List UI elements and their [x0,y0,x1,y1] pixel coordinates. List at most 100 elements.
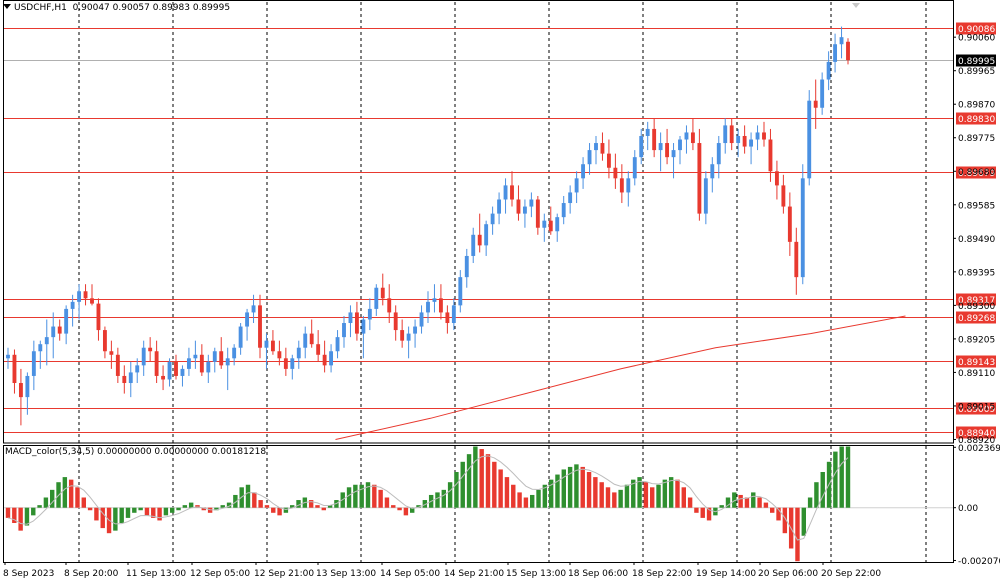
candle-body [367,308,372,320]
candle-body [768,139,773,172]
candle-body [652,128,657,151]
macd-indicator-label[interactable]: MACD_color(5,34,5) 0.00000000 0.00000000… [5,447,267,457]
level-price-label: 0.89679 [958,169,995,179]
candle-body [270,340,275,352]
candle-body [70,301,75,309]
candle-body [432,298,437,302]
time-axis-label: 14 Sep 21:00 [444,569,504,579]
candle-body [690,132,695,144]
candle-body [251,305,256,313]
macd-bar [833,451,838,508]
level-price-label: 0.88940 [958,429,995,439]
macd-bar [694,507,699,513]
level-price-tag [956,112,996,125]
macd-bar [631,479,636,508]
macd-bar [37,505,42,508]
macd-bar [31,507,36,516]
candle-body [64,308,69,334]
candle-body [102,330,107,352]
candle-body [219,351,224,366]
level-price-label: 0.89268 [958,314,995,324]
candle-body [781,185,786,207]
main-pane-frame [3,0,954,444]
candle-body [794,241,799,278]
candle-body [212,351,217,362]
macd-bar [138,507,143,511]
macd-bar [94,507,99,521]
macd-bar [757,497,762,508]
macd-bar [144,507,150,516]
macd-bar [536,489,541,508]
candle-body [180,368,185,376]
price-tick-label: 0.89775 [958,134,995,144]
macd-bar [801,507,806,536]
macd-bar [466,454,472,508]
macd-bar [447,482,453,508]
macd-bar [586,472,592,508]
macd-bar [637,477,642,508]
price-tick-label: 0.89870 [958,101,995,111]
candle-body [503,185,508,200]
candle-body [561,203,566,218]
macd-bar [100,507,105,529]
candle-body [445,312,450,324]
macd-bar [43,497,49,508]
candle-body [206,361,211,373]
candle-body [309,333,314,345]
candle-body [703,178,708,214]
macd-bar [795,507,800,562]
candle-body [232,347,237,359]
candle-body [303,333,308,348]
macd-bar [258,500,263,508]
candle-body [31,351,36,376]
moving-average-layer [335,315,906,440]
candle-body [90,298,94,304]
macd-bar [580,466,585,508]
macd-bar [719,505,724,508]
macd-bar [618,489,623,508]
candle-body [393,312,398,331]
macd-bar [62,477,68,508]
macd-bar [422,500,428,508]
candle-body [245,312,250,327]
macd-bar [542,484,548,508]
macd-bar [12,507,17,523]
candle-body [148,347,153,352]
candle-body [826,61,831,80]
macd-bar [207,507,213,513]
candle-body [109,351,114,355]
macd-bar [264,505,270,508]
candle-body [38,344,43,352]
price-tick-label: 0.89490 [958,235,995,245]
symbol-menu-icon[interactable] [3,4,11,9]
macd-bar [163,507,169,516]
candle-body [322,354,327,366]
macd-bar [624,484,630,508]
macd-bar [372,484,377,508]
macd-bar [700,507,705,518]
candle-body [238,326,243,348]
macd-bar [574,464,579,508]
macd-bar [498,469,503,508]
open-price: 0.90047 [72,3,110,13]
candle-body [522,206,527,214]
candle-body [335,337,340,352]
macd-bar [188,502,194,508]
macd-tick-label: 0.00 [958,504,978,514]
chart-shift-icon [852,3,860,8]
time-axis-label: 11 Sep 13:00 [126,569,186,579]
candle-body [193,354,198,359]
macd-bar [5,507,11,518]
candle-body [787,206,792,242]
macd-bar [504,477,510,508]
macd-bar [68,479,74,508]
low-price: 0.89983 [152,3,190,13]
indicator-pane-frame [3,445,954,563]
candle-body [742,135,747,147]
candle-body [161,375,166,380]
candle-body [678,139,682,151]
symbol-info[interactable]: USDCHF,H1 0.90047 0.90057 0.89983 0.8999… [3,3,230,13]
macd-bar [315,505,320,508]
